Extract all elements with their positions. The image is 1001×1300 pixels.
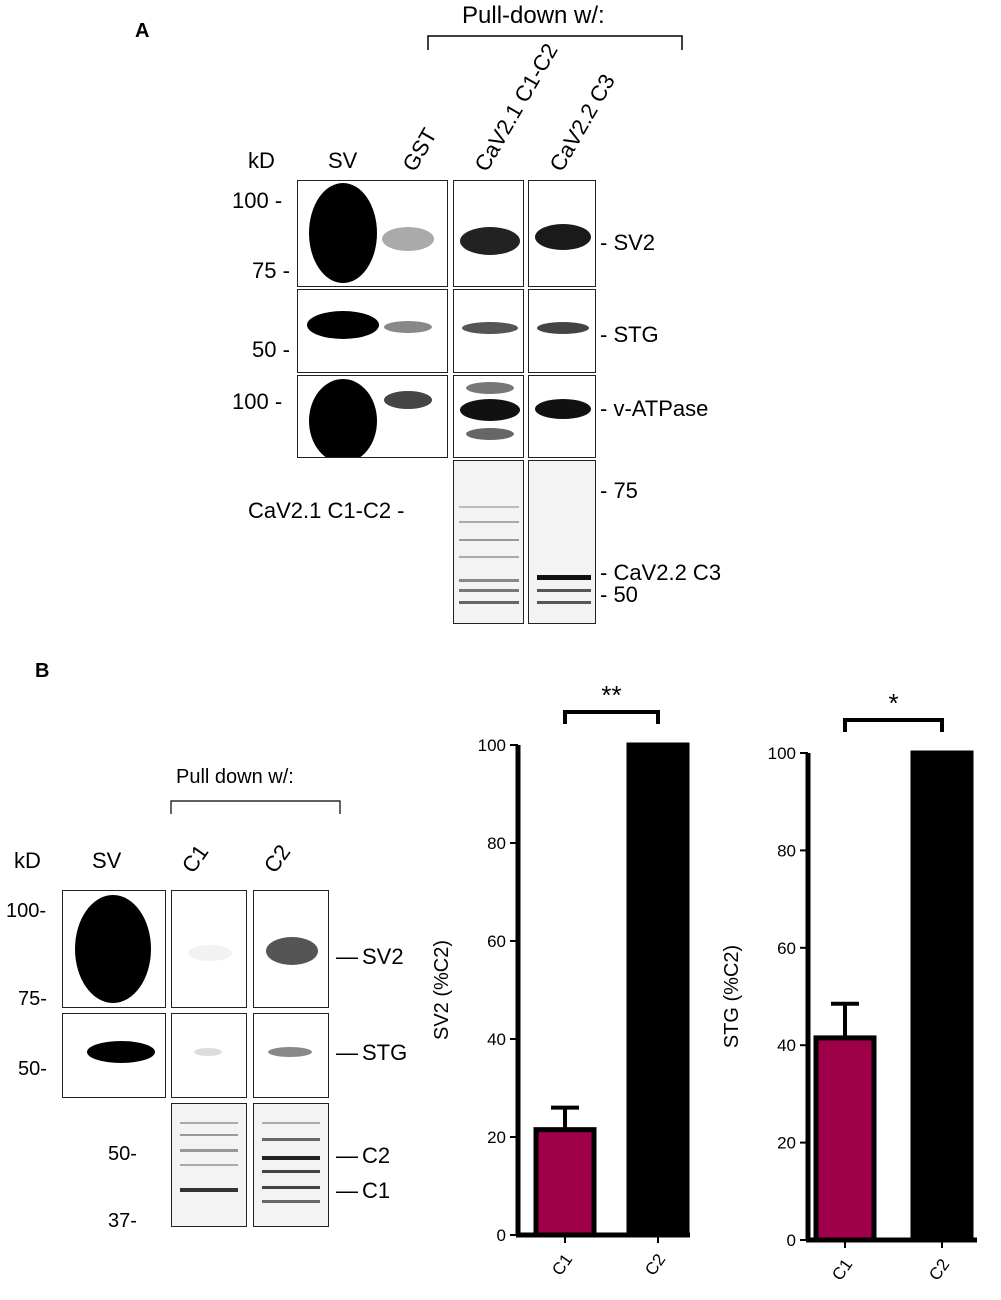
panel-b-label: B bbox=[35, 660, 50, 682]
lane-label-sv-b: SV bbox=[92, 848, 122, 873]
blot-stg-c2-b bbox=[253, 1013, 329, 1098]
y-tick-label: 80 bbox=[487, 834, 506, 853]
y-tick-label: 20 bbox=[487, 1128, 506, 1147]
lane-label-cav22: CaV2.2 C3 bbox=[544, 69, 620, 176]
dash-stg-b: — bbox=[336, 1040, 358, 1065]
y-tick-label: 60 bbox=[487, 932, 506, 951]
blot-stg-cav22 bbox=[528, 289, 596, 373]
mw-marker-75-a: 75 - bbox=[252, 258, 290, 283]
y-tick-label: 100 bbox=[478, 736, 506, 755]
blot-stg-c1-b bbox=[171, 1013, 247, 1098]
blot-vatpase-sv-gst bbox=[297, 375, 448, 458]
blot-stg-sv-b bbox=[62, 1013, 166, 1098]
blot-vatpase-cav22 bbox=[528, 375, 596, 458]
gel-cav22 bbox=[528, 460, 596, 624]
blot-sv2-cav21 bbox=[453, 180, 524, 287]
x-tick-label: C2 bbox=[641, 1250, 669, 1279]
significance-label: ** bbox=[601, 680, 621, 710]
mw-marker-100-b: 100- bbox=[6, 900, 47, 922]
lane-label-sv-a: SV bbox=[328, 148, 358, 173]
lane-label-gst: GST bbox=[397, 123, 442, 176]
y-tick-label: 20 bbox=[777, 1134, 796, 1153]
y-tick-label: 40 bbox=[487, 1030, 506, 1049]
lane-label-c2-b: C2 bbox=[258, 840, 296, 878]
x-tick-label: C2 bbox=[925, 1255, 953, 1284]
blot-sv2-sv-gst bbox=[297, 180, 448, 287]
gel-c1-b bbox=[171, 1103, 247, 1227]
bar-c1 bbox=[813, 1035, 877, 1243]
significance-bracket bbox=[843, 718, 944, 732]
blot-stg-sv-gst bbox=[297, 289, 448, 373]
y-tick-label: 80 bbox=[777, 841, 796, 860]
y-tick-label: 60 bbox=[777, 939, 796, 958]
y-axis-label: SV2 (%C2) bbox=[431, 940, 453, 1040]
label-stg-a: - STG bbox=[600, 322, 659, 347]
x-tick-label: C1 bbox=[548, 1250, 576, 1279]
label-vatpase-a: - v-ATPase bbox=[600, 396, 709, 421]
gel-label-cav22c3: - CaV2.2 C3 bbox=[600, 560, 722, 585]
gel-marker-50-a: - 50 bbox=[600, 582, 638, 607]
mw-marker-75-b: 75- bbox=[18, 988, 47, 1010]
significance-bracket bbox=[563, 710, 660, 724]
blot-stg-cav21 bbox=[453, 289, 524, 373]
pulldown-header-b: Pull down w/: bbox=[176, 766, 294, 788]
blot-sv2-c2-b bbox=[253, 890, 329, 1008]
mw-marker-50-a: 50 - bbox=[252, 337, 290, 362]
mw-marker-100b-a: 100 - bbox=[232, 389, 283, 414]
bar-c2 bbox=[910, 750, 974, 1243]
gel-cav21 bbox=[453, 460, 524, 624]
kd-header-a: kD bbox=[248, 148, 275, 173]
y-tick-label: 40 bbox=[777, 1036, 796, 1055]
x-tick-label: C1 bbox=[828, 1255, 856, 1284]
label-sv2-a: - SV2 bbox=[600, 230, 656, 255]
y-tick-label: 0 bbox=[787, 1231, 796, 1250]
blot-sv2-c1-b bbox=[171, 890, 247, 1008]
bar-chart-sv2: 0 20 40 60 80 100 SV2 (%C2) C1 C2 ** bbox=[431, 680, 690, 1279]
mw-marker-50-b: 50- bbox=[18, 1058, 47, 1080]
blot-sv2-cav22 bbox=[528, 180, 596, 287]
blot-vatpase-cav21 bbox=[453, 375, 524, 458]
gel-c2-b bbox=[253, 1103, 329, 1227]
bar-c1 bbox=[533, 1127, 597, 1238]
label-sv2-b: SV2 bbox=[362, 944, 404, 969]
label-c2-gel-b: C2 bbox=[362, 1143, 391, 1168]
y-tick-label: 100 bbox=[768, 744, 796, 763]
blot-sv2-sv-b bbox=[62, 890, 166, 1008]
gel-left-label-a: CaV2.1 C1-C2 - bbox=[248, 498, 405, 523]
dash-c1-b: — bbox=[336, 1178, 358, 1203]
significance-label: * bbox=[888, 688, 898, 718]
y-axis-label: STG (%C2) bbox=[721, 945, 743, 1048]
pulldown-bracket-b bbox=[170, 800, 341, 814]
gel-marker-75-a: - 75 bbox=[600, 478, 638, 503]
dash-sv2-b: — bbox=[336, 944, 358, 969]
bar-chart-stg: 0 20 40 60 80 100 STG (%C2) C1 C2 * bbox=[721, 688, 977, 1284]
mw-marker-37-gel-b: 37- bbox=[108, 1210, 137, 1232]
dash-c2-b: — bbox=[336, 1143, 358, 1168]
mw-marker-50-gel-b: 50- bbox=[108, 1143, 137, 1165]
lane-label-c1-b: C1 bbox=[176, 840, 214, 878]
label-c1-gel-b: C1 bbox=[362, 1178, 391, 1203]
label-stg-b: STG bbox=[362, 1040, 408, 1065]
pulldown-bracket-a bbox=[427, 35, 683, 50]
kd-header-b: kD bbox=[14, 848, 41, 873]
panel-a-label: A bbox=[135, 20, 150, 42]
mw-marker-100-a: 100 - bbox=[232, 188, 283, 213]
y-tick-label: 0 bbox=[497, 1226, 506, 1245]
bar-c2 bbox=[626, 742, 690, 1238]
pulldown-header-a: Pull-down w/: bbox=[462, 2, 605, 29]
